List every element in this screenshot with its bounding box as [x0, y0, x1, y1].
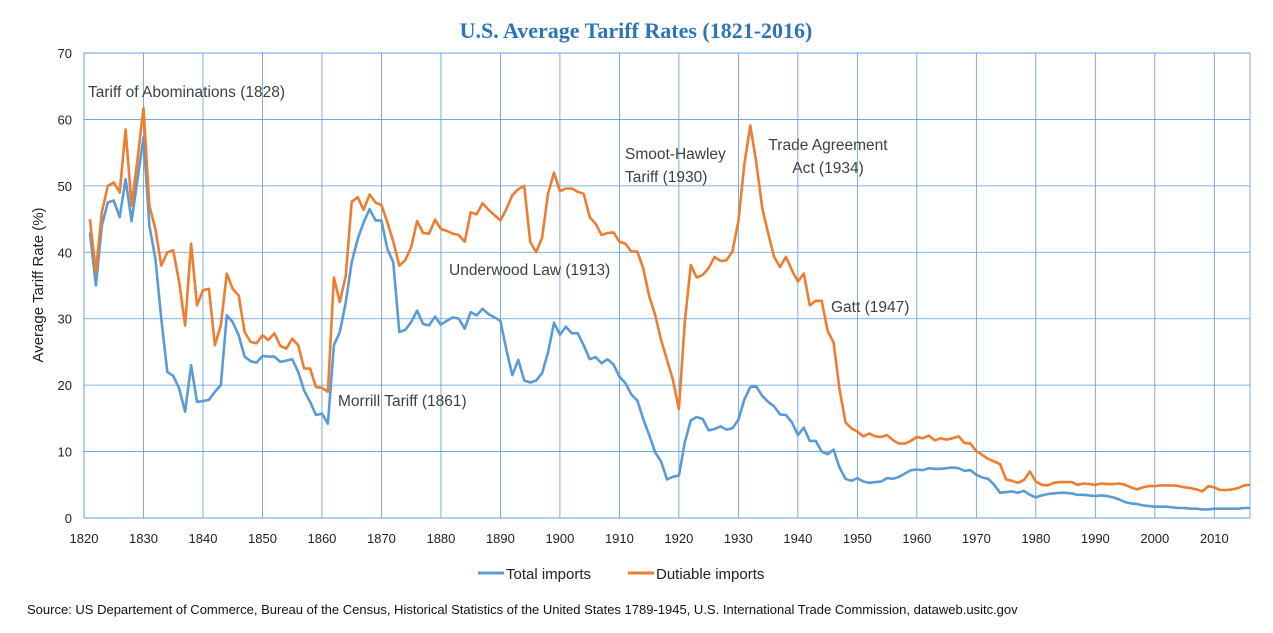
y-tick-label: 10 — [58, 445, 72, 460]
x-tick-label: 1880 — [426, 531, 455, 546]
annotation-label: Underwood Law (1913) — [449, 262, 610, 279]
legend: Total imports Dutiable imports — [478, 566, 764, 583]
source-note: Source: US Departement of Commerce, Bure… — [27, 602, 1018, 617]
plot-frame — [83, 52, 1251, 519]
x-tick-label: 1960 — [902, 531, 931, 546]
annotation-label: Smoot-Hawley Tariff (1930) — [625, 146, 726, 186]
x-axis-ticks: 1820 1830 1840 1850 1860 1870 1880 1890 1900 1910… — [70, 531, 1229, 546]
x-tick-label: 1840 — [189, 531, 218, 546]
y-tick-label: 20 — [58, 378, 72, 393]
y-tick-label: 70 — [58, 46, 72, 61]
y-axis-title: Average Tariff Rate (%) — [30, 207, 47, 362]
x-tick-label: 1930 — [724, 531, 753, 546]
x-tick-label: 1920 — [664, 531, 693, 546]
gridlines — [83, 52, 1251, 519]
x-tick-label: 1890 — [486, 531, 515, 546]
x-tick-label: 1910 — [605, 531, 634, 546]
y-axis-ticks: 0 10 20 30 40 50 60 70 — [58, 46, 72, 526]
legend-label: Total imports — [506, 566, 591, 583]
x-tick-label: 1850 — [248, 531, 277, 546]
x-tick-label: 1940 — [783, 531, 812, 546]
x-tick-label: 1980 — [1021, 531, 1050, 546]
x-tick-label: 1870 — [367, 531, 396, 546]
y-tick-label: 60 — [58, 112, 72, 127]
y-tick-label: 0 — [65, 511, 72, 526]
x-tick-label: 1860 — [307, 531, 336, 546]
annotation-label: Trade Agreement Act (1934) — [768, 137, 888, 177]
x-tick-label: 1900 — [545, 531, 574, 546]
series-lines — [88, 106, 1251, 511]
x-tick-label: 2010 — [1200, 531, 1229, 546]
y-tick-label: 40 — [58, 245, 72, 260]
x-tick-label: 1970 — [962, 531, 991, 546]
y-tick-label: 50 — [58, 179, 72, 194]
series-line-dutiable-imports — [88, 106, 1251, 493]
annotations: Tariff of Abominations (1828) Smoot-Hawle… — [88, 84, 909, 410]
y-tick-label: 30 — [58, 312, 72, 327]
legend-label: Dutiable imports — [656, 566, 764, 583]
x-tick-label: 1990 — [1081, 531, 1110, 546]
chart-title: U.S. Average Tariff Rates (1821-2016) — [460, 18, 813, 43]
annotation-label: Gatt (1947) — [831, 299, 909, 316]
series-line-total-imports — [88, 136, 1250, 511]
x-tick-label: 1830 — [129, 531, 158, 546]
annotation-label: Tariff of Abominations (1828) — [88, 84, 285, 101]
x-tick-label: 2000 — [1140, 531, 1169, 546]
annotation-label: Morrill Tariff (1861) — [338, 393, 467, 410]
x-tick-label: 1820 — [70, 531, 99, 546]
x-tick-label: 1950 — [843, 531, 872, 546]
